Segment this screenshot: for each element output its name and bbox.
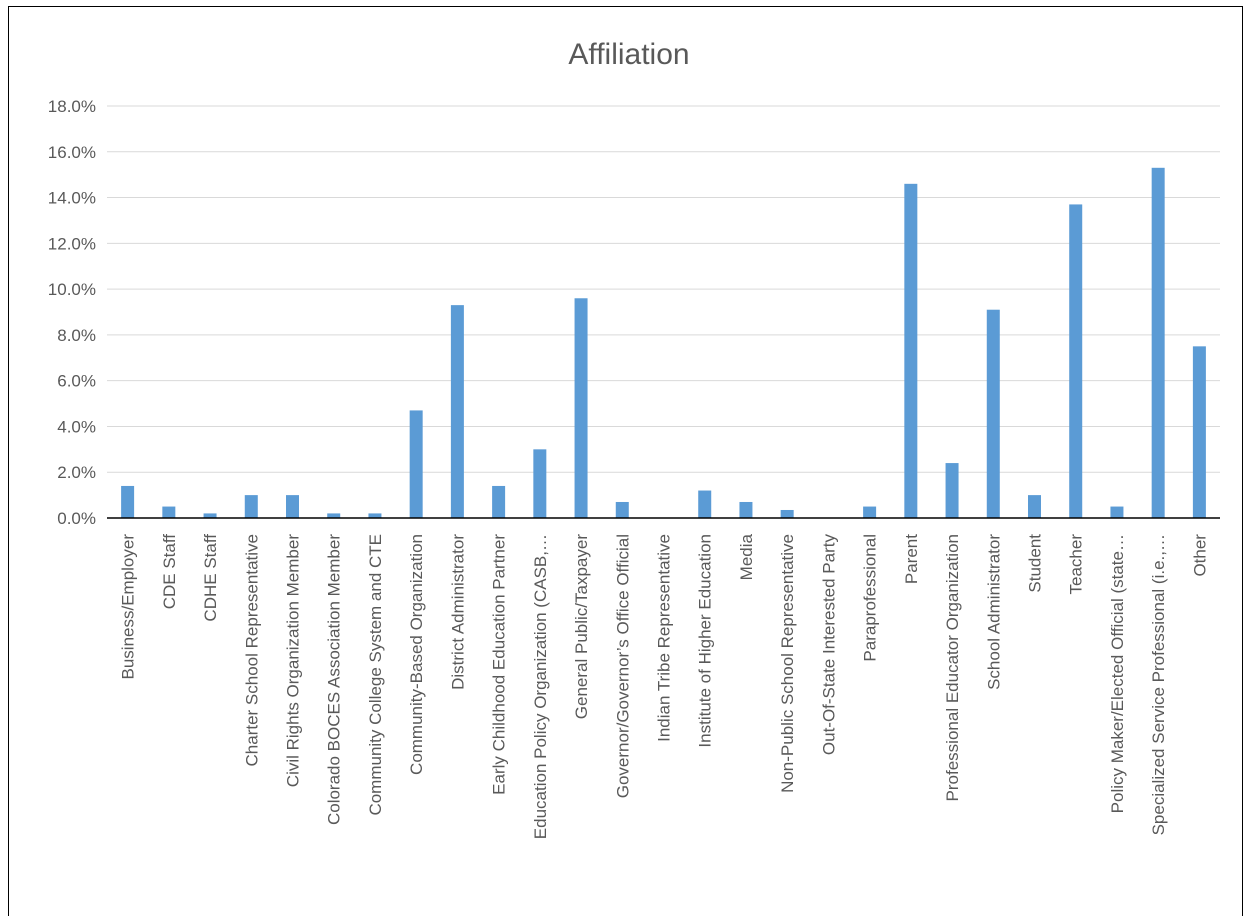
x-tick-label: Education Policy Organization (CASB,… — [531, 534, 550, 839]
bar — [286, 495, 299, 518]
x-tick-label: Media — [737, 533, 756, 580]
x-tick-label: Paraprofessional — [861, 534, 880, 662]
bar — [327, 513, 341, 518]
y-tick-label: 4.0% — [57, 417, 96, 436]
y-tick-label: 18.0% — [48, 97, 96, 116]
bar — [409, 410, 423, 518]
x-tick-label: Early Childhood Education Partner — [490, 534, 509, 795]
y-axis-tick-labels: 0.0% 2.0% 4.0% 6.0% 8.0% 10.0% 12.0% 14.0% 16.0%… — [48, 97, 96, 528]
bar — [450, 305, 464, 518]
bar — [368, 513, 382, 518]
bar — [492, 485, 506, 518]
x-tick-label: Governor/Governor’s Office Official — [613, 534, 632, 798]
x-tick-label: Teacher — [1067, 534, 1086, 595]
gridlines — [107, 105, 1220, 473]
y-tick-label: 12.0% — [48, 234, 96, 253]
bar — [1028, 495, 1041, 518]
x-tick-label: Policy Maker/Elected Official (state… — [1108, 534, 1127, 813]
y-tick-label: 10.0% — [48, 280, 96, 299]
bar — [121, 485, 135, 518]
bar — [1192, 346, 1206, 518]
x-tick-label: Charter School Representative — [242, 534, 261, 766]
bar — [574, 298, 588, 518]
bar — [986, 309, 1000, 518]
bar — [244, 495, 258, 518]
y-tick-label: 14.0% — [48, 189, 96, 208]
chart-frame — [8, 6, 1243, 916]
bar — [780, 509, 794, 518]
chart-title: Affiliation — [568, 38, 689, 71]
y-tick-label: 16.0% — [48, 143, 96, 162]
x-tick-label: Institute of Higher Education — [696, 534, 715, 748]
x-tick-label: CDHE Staff — [201, 534, 220, 622]
bar — [203, 513, 217, 518]
y-tick-label: 6.0% — [57, 372, 96, 391]
bar — [1069, 204, 1083, 518]
x-tick-label: Community College System and CTE — [366, 534, 385, 816]
x-tick-label: Professional Educator Organization — [943, 534, 962, 801]
bar — [1110, 506, 1124, 518]
bar — [904, 183, 918, 519]
x-tick-label: Colorado BOCES Association Member — [325, 534, 344, 825]
x-tick-label: Community-Based Organization — [407, 534, 426, 775]
bar — [739, 501, 753, 518]
x-tick-label: General Public/Taxpayer — [572, 534, 591, 720]
bars — [121, 167, 1206, 519]
y-tick-label: 0.0% — [57, 509, 96, 528]
x-axis-tick-labels: Business/Employer CDE Staff CDHE Staff Char… — [119, 533, 1210, 839]
bar — [863, 506, 877, 518]
x-tick-label: Specialized Service Professional (i.e.,… — [1149, 534, 1168, 835]
bar — [945, 463, 959, 518]
bar — [698, 490, 712, 518]
bar — [615, 501, 629, 518]
x-tick-label: Student — [1026, 534, 1045, 593]
bar — [162, 506, 176, 518]
x-tick-label: Indian Tribe Representative — [655, 534, 674, 742]
x-tick-label: Other — [1190, 534, 1209, 577]
x-tick-label: School Administrator — [984, 534, 1003, 690]
bar — [1151, 167, 1165, 519]
x-tick-label: CDE Staff — [160, 534, 179, 610]
x-tick-label: Out-Of-State Interested Party — [819, 534, 838, 756]
x-tick-label: Civil Rights Organization Member — [284, 534, 303, 788]
bar — [533, 449, 547, 518]
x-tick-label: Non-Public School Representative — [778, 534, 797, 793]
x-tick-label: Business/Employer — [119, 534, 138, 680]
y-tick-label: 2.0% — [57, 463, 96, 482]
x-tick-label: Parent — [902, 534, 921, 584]
y-tick-label: 8.0% — [57, 326, 96, 345]
x-tick-label: District Administrator — [448, 534, 467, 690]
